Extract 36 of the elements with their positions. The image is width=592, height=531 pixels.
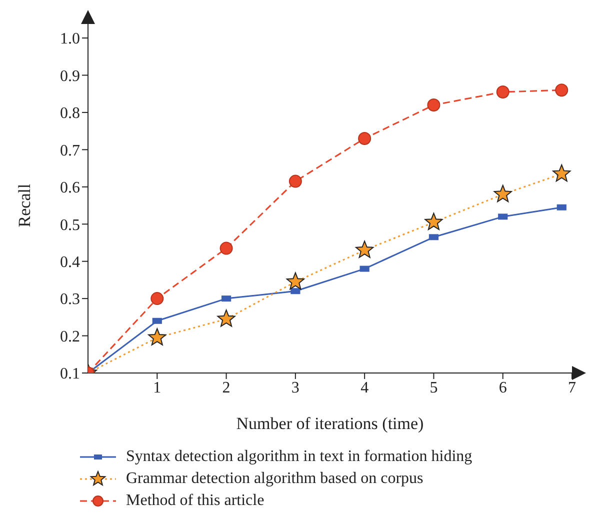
y-tick-label: 0.9 xyxy=(60,68,80,85)
x-tick-label: 3 xyxy=(291,379,300,396)
y-tick-label: 0.5 xyxy=(60,216,80,234)
x-tick-label: 2 xyxy=(222,379,230,396)
y-axis-title: Recall xyxy=(15,184,34,228)
y-tick-label: 0.7 xyxy=(60,142,80,160)
point xyxy=(356,240,374,258)
x-axis-title: Number of iterations (time) xyxy=(236,414,424,433)
point xyxy=(288,174,302,188)
x-tick-label: 7 xyxy=(568,379,576,396)
point xyxy=(286,272,304,290)
y-tick-label: 1.0 xyxy=(60,30,80,48)
x-tick-label: 6 xyxy=(498,379,507,396)
y-tick-label: 0.4 xyxy=(60,254,80,272)
point xyxy=(148,328,166,346)
point xyxy=(427,98,440,112)
legend-label: Grammar detection algorithm based on corpus xyxy=(126,470,424,488)
y-tick-label: 0.2 xyxy=(60,328,80,346)
x-tick-label: 4 xyxy=(360,379,369,396)
legend-label: Method of this article xyxy=(126,492,264,510)
point xyxy=(424,212,443,230)
point xyxy=(555,84,568,97)
point xyxy=(150,292,164,306)
point xyxy=(552,164,571,182)
point xyxy=(496,85,510,98)
y-tick-label: 0.1 xyxy=(60,366,80,383)
y-tick-label: 0.6 xyxy=(60,180,80,197)
x-tick-label: 1 xyxy=(153,379,162,396)
y-tick-label: 0.3 xyxy=(60,291,80,308)
point xyxy=(217,310,236,327)
legend-label: Syntax detection algorithm in text in formation hiding xyxy=(126,448,472,466)
point xyxy=(494,184,512,202)
point xyxy=(220,242,233,255)
y-tick-label: 0.8 xyxy=(60,105,80,122)
point xyxy=(358,132,372,145)
x-tick-label: 5 xyxy=(430,379,438,396)
